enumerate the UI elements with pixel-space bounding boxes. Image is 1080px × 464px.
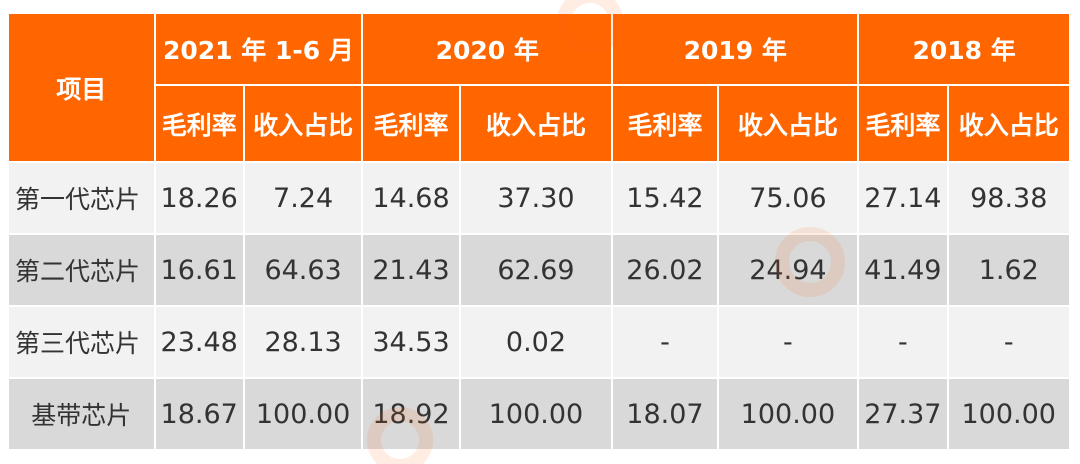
table-cell: 100.00	[716, 377, 860, 451]
metric-header: 收入占比	[458, 84, 614, 163]
table-cell: 14.68	[361, 161, 461, 235]
metric-header: 毛利率	[611, 84, 719, 163]
table-cell: 100.00	[242, 377, 364, 451]
table-cell: 18.26	[153, 161, 245, 235]
header-row-metrics: 毛利率 收入占比 毛利率 收入占比 毛利率 收入占比 毛利率 收入占比	[8, 84, 1071, 163]
table-cell: -	[716, 305, 860, 379]
table-cell: -	[611, 305, 719, 379]
table-cell: 37.30	[458, 161, 614, 235]
table-cell: 27.37	[857, 377, 949, 451]
period-header: 2020 年	[361, 12, 614, 86]
metric-header: 毛利率	[857, 84, 949, 163]
table-row: 第三代芯片 23.48 28.13 34.53 0.02 - - - -	[7, 305, 1071, 379]
metric-header: 收入占比	[716, 84, 860, 163]
table-cell: 18.07	[611, 377, 719, 451]
table-cell: -	[946, 305, 1071, 379]
corner-header: 项目	[7, 12, 156, 163]
table-cell: 100.00	[458, 377, 614, 451]
table-cell: 21.43	[361, 233, 461, 307]
period-header: 2018 年	[857, 12, 1071, 86]
row-label: 基带芯片	[7, 377, 156, 451]
table-row: 第一代芯片 18.26 7.24 14.68 37.30 15.42 75.06…	[7, 161, 1071, 235]
table-cell: 18.92	[361, 377, 461, 451]
table-cell: 75.06	[716, 161, 860, 235]
row-label: 第一代芯片	[7, 161, 156, 235]
metric-header: 毛利率	[361, 84, 461, 163]
table-cell: 64.63	[242, 233, 364, 307]
table-row: 第二代芯片 16.61 64.63 21.43 62.69 26.02 24.9…	[7, 233, 1071, 307]
metric-header: 收入占比	[242, 84, 364, 163]
header-row-periods: 项目 2021 年 1-6 月 2020 年 2019 年 2018 年	[7, 12, 1071, 163]
table-cell: 24.94	[716, 233, 860, 307]
table-cell: 100.00	[946, 377, 1071, 451]
period-header: 2019 年	[611, 12, 860, 86]
row-label: 第三代芯片	[7, 305, 156, 379]
table-row: 基带芯片 18.67 100.00 18.92 100.00 18.07 100…	[7, 377, 1071, 451]
table-cell: 41.49	[857, 233, 949, 307]
metric-header: 收入占比	[946, 84, 1071, 163]
table-cell: 18.67	[153, 377, 245, 451]
table-cell: 98.38	[946, 161, 1071, 235]
table-cell: 7.24	[242, 161, 364, 235]
metric-header: 毛利率	[153, 84, 245, 163]
table-cell: 16.61	[153, 233, 245, 307]
table-cell: 28.13	[242, 305, 364, 379]
row-label: 第二代芯片	[7, 233, 156, 307]
table-cell: 27.14	[857, 161, 949, 235]
period-header: 2021 年 1-6 月	[153, 12, 364, 86]
table-cell: 26.02	[611, 233, 719, 307]
table-cell: 62.69	[458, 233, 614, 307]
table-cell: 34.53	[361, 305, 461, 379]
financial-table: 项目 2021 年 1-6 月 2020 年 2019 年 2018 年 毛利率…	[7, 12, 1071, 451]
table-cell: 15.42	[611, 161, 719, 235]
table-cell: -	[857, 305, 949, 379]
table-cell: 1.62	[946, 233, 1071, 307]
table-cell: 23.48	[153, 305, 245, 379]
table-cell: 0.02	[458, 305, 614, 379]
